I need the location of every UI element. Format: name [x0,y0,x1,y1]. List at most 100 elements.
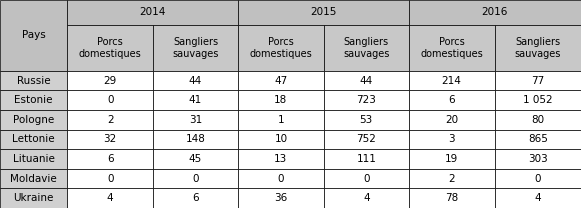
Bar [0,188,67,208]
Text: 20: 20 [445,115,458,125]
Bar [324,149,408,169]
Bar [153,130,238,149]
Text: 78: 78 [445,193,458,203]
Text: 0: 0 [107,174,113,184]
Text: 111: 111 [356,154,376,164]
Bar [67,149,153,169]
Bar [0,110,67,130]
Bar [495,130,581,149]
Text: 4: 4 [363,193,370,203]
Bar [238,110,324,130]
Bar [238,188,324,208]
Text: 2015: 2015 [310,7,336,17]
Text: 303: 303 [528,154,548,164]
Bar [153,90,238,110]
Bar [67,169,153,188]
Text: 44: 44 [189,76,202,86]
Bar [495,110,581,130]
Text: 77: 77 [531,76,544,86]
Text: 0: 0 [535,174,541,184]
Bar [0,169,67,188]
Text: 2: 2 [107,115,113,125]
Bar [495,169,581,188]
Text: 2014: 2014 [139,7,166,17]
Bar [153,169,238,188]
Bar [67,110,153,130]
Text: 2016: 2016 [482,7,508,17]
Text: 29: 29 [103,76,117,86]
Text: 36: 36 [274,193,288,203]
Text: Estonie: Estonie [15,95,53,105]
Text: 723: 723 [356,95,376,105]
Bar [153,188,238,208]
Bar [495,25,581,71]
Bar [0,0,67,71]
Bar [324,169,408,188]
Bar [324,71,408,90]
Text: 32: 32 [103,134,117,144]
Bar [495,188,581,208]
Text: 53: 53 [360,115,373,125]
Text: 19: 19 [445,154,458,164]
Bar [67,25,153,71]
Bar [408,110,495,130]
Bar [324,130,408,149]
Text: 10: 10 [274,134,288,144]
Text: 6: 6 [192,193,199,203]
Bar [238,149,324,169]
Text: 4: 4 [107,193,113,203]
Text: Porcs
domestiques: Porcs domestiques [79,37,142,58]
Text: 865: 865 [528,134,548,144]
Text: 31: 31 [189,115,202,125]
Bar [324,188,408,208]
Bar [153,25,238,71]
Text: Russie: Russie [17,76,51,86]
Text: Lettonie: Lettonie [12,134,55,144]
Text: 6: 6 [449,95,455,105]
Text: Sangliers
sauvages: Sangliers sauvages [515,37,561,58]
Text: Pays: Pays [21,30,45,40]
Text: 4: 4 [535,193,541,203]
Text: 0: 0 [192,174,199,184]
Text: 1: 1 [278,115,284,125]
Bar [408,25,495,71]
Bar [67,130,153,149]
Text: 752: 752 [356,134,376,144]
Bar [67,71,153,90]
Text: Lituanie: Lituanie [13,154,55,164]
Bar [67,0,238,25]
Bar [324,90,408,110]
Bar [324,110,408,130]
Bar [67,188,153,208]
Text: 0: 0 [278,174,284,184]
Bar [238,0,408,25]
Bar [495,71,581,90]
Bar [153,149,238,169]
Bar [238,169,324,188]
Text: 214: 214 [442,76,461,86]
Bar [408,90,495,110]
Bar [0,130,67,149]
Bar [408,169,495,188]
Bar [408,149,495,169]
Text: 41: 41 [189,95,202,105]
Text: 47: 47 [274,76,288,86]
Bar [495,149,581,169]
Bar [408,188,495,208]
Bar [0,71,67,90]
Text: Porcs
domestiques: Porcs domestiques [420,37,483,58]
Text: 2: 2 [449,174,455,184]
Bar [408,0,581,25]
Text: 148: 148 [185,134,206,144]
Bar [67,90,153,110]
Bar [495,90,581,110]
Bar [153,110,238,130]
Text: Porcs
domestiques: Porcs domestiques [249,37,312,58]
Bar [238,71,324,90]
Bar [408,71,495,90]
Text: Ukraine: Ukraine [13,193,53,203]
Text: 13: 13 [274,154,288,164]
Text: 1 052: 1 052 [523,95,553,105]
Bar [0,149,67,169]
Bar [238,25,324,71]
